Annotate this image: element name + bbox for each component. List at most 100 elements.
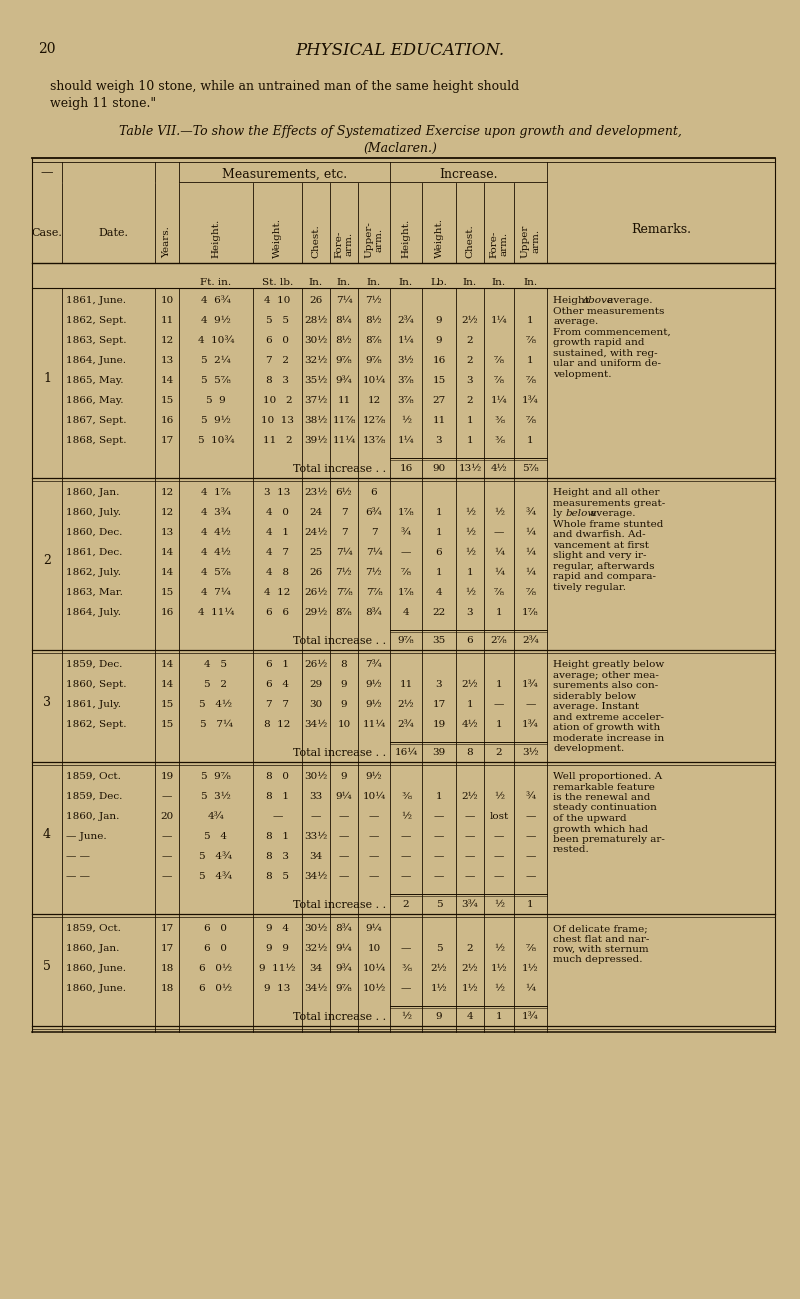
Text: 30½: 30½ [304, 772, 328, 781]
Text: 23½: 23½ [304, 488, 328, 498]
Text: ½: ½ [465, 588, 475, 598]
Text: ⅞: ⅞ [526, 588, 535, 598]
Text: 16: 16 [160, 608, 174, 617]
Text: 9  11½: 9 11½ [259, 964, 296, 973]
Text: 1½: 1½ [490, 964, 507, 973]
Text: Increase.: Increase. [439, 168, 498, 181]
Text: been prematurely ar-: been prematurely ar- [553, 835, 665, 844]
Text: Date.: Date. [98, 229, 129, 238]
Text: 4  12: 4 12 [264, 588, 290, 598]
Text: 12: 12 [160, 508, 174, 517]
Text: development.: development. [553, 744, 624, 753]
Text: 2: 2 [466, 356, 474, 365]
Text: 3½: 3½ [398, 356, 414, 365]
Text: 1867, Sept.: 1867, Sept. [66, 416, 126, 425]
Text: —: — [339, 872, 349, 881]
Text: 11: 11 [432, 416, 446, 425]
Text: 15: 15 [160, 700, 174, 709]
Text: 20: 20 [38, 42, 55, 56]
Text: —: — [162, 831, 172, 840]
Text: 2½: 2½ [430, 964, 447, 973]
Text: 1: 1 [436, 527, 442, 536]
Text: Height and all other: Height and all other [553, 488, 659, 498]
Text: rapid and compara-: rapid and compara- [553, 572, 656, 581]
Text: —: — [272, 812, 282, 821]
Text: 6: 6 [436, 548, 442, 557]
Text: 19: 19 [160, 772, 174, 781]
Text: moderate increase in: moderate increase in [553, 734, 664, 743]
Text: 35½: 35½ [304, 375, 328, 385]
Text: 10¼: 10¼ [362, 964, 386, 973]
Text: —: — [494, 831, 504, 840]
Text: 5   2: 5 2 [205, 679, 227, 688]
Text: 1¼: 1¼ [398, 436, 414, 446]
Text: Height.: Height. [211, 218, 221, 259]
Text: 8½: 8½ [336, 336, 352, 346]
Text: —: — [434, 852, 444, 861]
Text: —: — [339, 831, 349, 840]
Text: 1861, Dec.: 1861, Dec. [66, 548, 122, 557]
Text: 1859, Dec.: 1859, Dec. [66, 660, 122, 669]
Text: Total increase . .: Total increase . . [293, 1012, 386, 1022]
Text: 1¼: 1¼ [398, 336, 414, 346]
Text: —: — [401, 985, 411, 992]
Text: 9¼: 9¼ [336, 944, 352, 953]
Text: 1: 1 [496, 1012, 502, 1021]
Text: — —: — — [66, 872, 90, 881]
Text: 7   2: 7 2 [266, 356, 289, 365]
Text: 1⅞: 1⅞ [398, 508, 414, 517]
Text: 10½: 10½ [362, 985, 386, 992]
Text: —: — [401, 852, 411, 861]
Text: 7¼: 7¼ [336, 548, 352, 557]
Text: ½: ½ [494, 900, 504, 909]
Text: regular, afterwards: regular, afterwards [553, 561, 654, 570]
Text: 33½: 33½ [304, 831, 328, 840]
Text: 30: 30 [310, 700, 322, 709]
Text: 1862, Sept.: 1862, Sept. [66, 316, 126, 325]
Text: steady continuation: steady continuation [553, 804, 657, 812]
Text: 7⅞: 7⅞ [336, 588, 352, 598]
Text: 4  10: 4 10 [264, 296, 290, 305]
Text: In.: In. [399, 278, 413, 287]
Text: Remarks.: Remarks. [631, 223, 691, 236]
Text: 2½: 2½ [462, 964, 478, 973]
Text: —: — [465, 812, 475, 821]
Text: 5: 5 [436, 944, 442, 953]
Text: 1½: 1½ [522, 964, 539, 973]
Text: 1860, Jan.: 1860, Jan. [66, 812, 119, 821]
Text: 2: 2 [466, 396, 474, 405]
Text: 9⅞: 9⅞ [366, 356, 382, 365]
Text: ⅞: ⅞ [526, 416, 535, 425]
Text: 6   0½: 6 0½ [199, 964, 233, 973]
Text: 11¼: 11¼ [332, 436, 356, 446]
Text: 34: 34 [310, 852, 322, 861]
Text: 14: 14 [160, 679, 174, 688]
Text: —: — [369, 872, 379, 881]
Text: 5: 5 [43, 960, 51, 973]
Text: 8   1: 8 1 [266, 792, 289, 801]
Text: velopment.: velopment. [553, 369, 611, 378]
Text: 1865, May.: 1865, May. [66, 375, 123, 385]
Text: 1: 1 [43, 372, 51, 385]
Text: 25: 25 [310, 548, 322, 557]
Text: 1864, June.: 1864, June. [66, 356, 126, 365]
Text: 9: 9 [341, 679, 347, 688]
Text: 4  7¼: 4 7¼ [201, 588, 231, 598]
Text: —: — [494, 852, 504, 861]
Text: 4: 4 [466, 1012, 474, 1021]
Text: —: — [526, 831, 536, 840]
Text: 1¾: 1¾ [522, 396, 539, 405]
Text: —: — [162, 852, 172, 861]
Text: vancement at first: vancement at first [553, 540, 649, 549]
Text: 22: 22 [432, 608, 446, 617]
Text: —: — [494, 700, 504, 709]
Text: ¾: ¾ [401, 527, 411, 536]
Text: 39: 39 [432, 748, 446, 757]
Text: ½: ½ [401, 416, 411, 425]
Text: row, with sternum: row, with sternum [553, 944, 649, 953]
Text: 9: 9 [436, 336, 442, 346]
Text: 1862, Sept.: 1862, Sept. [66, 720, 126, 729]
Text: Upper
arm.: Upper arm. [521, 225, 540, 259]
Text: 3⅞: 3⅞ [398, 375, 414, 385]
Text: 1860, Dec.: 1860, Dec. [66, 527, 122, 536]
